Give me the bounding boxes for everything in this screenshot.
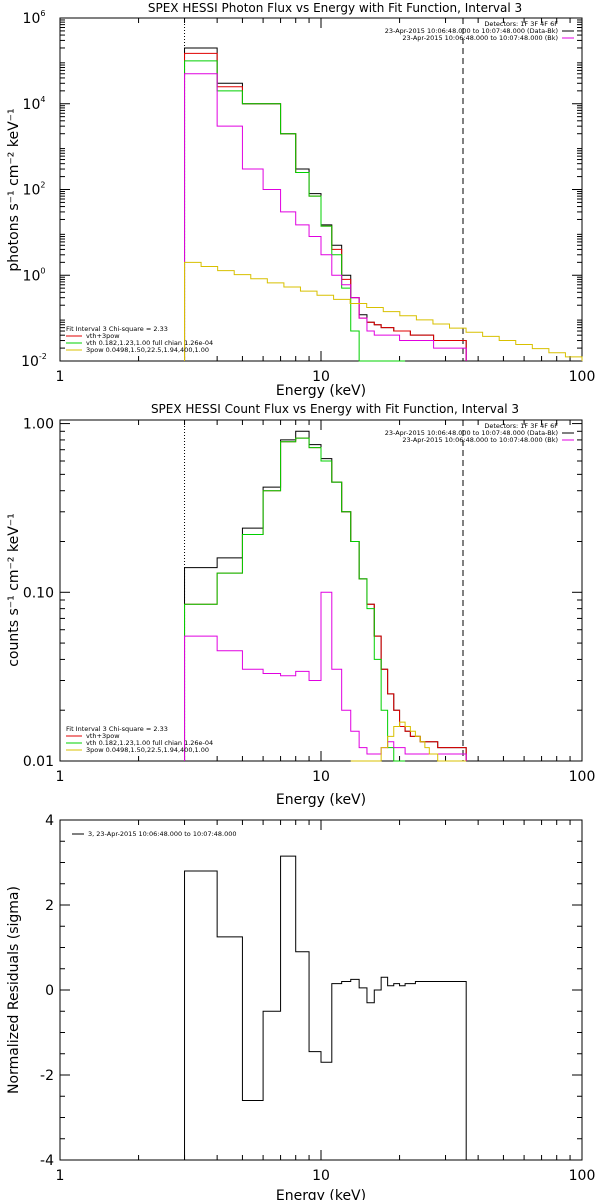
series-line-3	[184, 73, 467, 361]
x-tick-label: 100	[569, 369, 596, 385]
legend-entry: 3pow 0.0498,1.50,22.5,1.94,400,1.00	[86, 346, 209, 354]
residuals-panel: Energy (keV) Normalized Residuals (sigma…	[6, 813, 595, 1200]
legend-entry: 23-Apr-2015 10:06:48.000 to 10:07:48.000…	[402, 436, 558, 444]
y-axis-label: counts s⁻¹ cm⁻² keV⁻¹	[6, 513, 22, 667]
legend-entry: Detectors: 1F 3F 4F 6F	[484, 20, 558, 28]
x-tick-label: 10	[312, 369, 330, 385]
y-tick-label: 100	[23, 266, 46, 284]
legend-entry: 23-Apr-2015 10:06:48.000 to 10:07:48.000…	[385, 27, 558, 35]
photon-flux-panel: SPEX HESSI Photon Flux vs Energy with Fi…	[6, 1, 595, 399]
series-line-3	[184, 591, 467, 761]
x-tick-label: 100	[569, 1168, 596, 1184]
series-line-0	[184, 855, 467, 1160]
plot-frame	[59, 419, 583, 762]
legend-entry: 3, 23-Apr-2015 10:06:48.000 to 10:07:48.…	[88, 830, 237, 838]
legend-entry: Fit Interval 3 Chi-square = 2.33	[66, 725, 168, 733]
series-line-1	[184, 52, 467, 361]
y-tick-label: 2	[45, 898, 54, 914]
series-line-4	[184, 261, 583, 361]
legend-entry: 23-Apr-2015 10:06:48.000 to 10:07:48.000…	[385, 429, 558, 437]
y-tick-label: 104	[23, 95, 46, 113]
x-axis-label: Energy (keV)	[276, 383, 366, 399]
series-line-0	[184, 430, 467, 761]
series-line-0	[184, 47, 467, 361]
plot-frame	[59, 17, 583, 362]
legend-entry: vth 0.182,1.23,1.00 full chian 1.26e-04	[86, 739, 213, 747]
legend-entry: vth+3pow	[86, 732, 120, 740]
plot-frame	[59, 819, 583, 1161]
chart-title: SPEX HESSI Photon Flux vs Energy with Fi…	[148, 1, 522, 15]
legend-entry: vth 0.182,1.23,1.00 full chian 1.26e-04	[86, 339, 213, 347]
legend-entry: Fit Interval 3 Chi-square = 2.33	[66, 325, 168, 333]
y-tick-label: 0.10	[23, 585, 54, 601]
y-tick-label: 4	[45, 813, 54, 829]
y-tick-label: 1.00	[23, 417, 54, 433]
x-tick-label: 100	[569, 769, 596, 785]
series-line-4	[350, 721, 467, 762]
legend-entry: 23-Apr-2015 10:06:48.000 to 10:07:48.000…	[402, 34, 558, 42]
chart-title: SPEX HESSI Count Flux vs Energy with Fit…	[151, 402, 519, 416]
y-tick-label: 106	[23, 9, 46, 27]
legend-entry: 3pow 0.0498,1.50,22.5,1.94,400,1.00	[86, 746, 209, 754]
x-tick-label: 10	[312, 769, 330, 785]
y-tick-label: 0	[45, 983, 54, 999]
y-axis-label: Normalized Residuals (sigma)	[6, 886, 22, 1094]
count-flux-panel: SPEX HESSI Count Flux vs Energy with Fit…	[6, 402, 595, 808]
x-tick-label: 1	[56, 1168, 65, 1184]
legend-entry: Detectors: 1F 3F 4F 6F	[484, 422, 558, 430]
x-tick-label: 1	[56, 769, 65, 785]
legend-entry: vth+3pow	[86, 332, 120, 340]
series-line-2	[184, 437, 406, 762]
y-tick-label: 10-2	[21, 352, 47, 370]
y-tick-label: -2	[40, 1068, 54, 1084]
y-tick-label: 0.01	[23, 754, 54, 770]
x-tick-label: 10	[312, 1168, 330, 1184]
x-axis-label: Energy (keV)	[276, 1188, 366, 1200]
y-axis-label: photons s⁻¹ cm⁻² keV⁻¹	[6, 108, 22, 271]
series-line-1	[184, 437, 467, 761]
x-axis-label: Energy (keV)	[276, 792, 366, 808]
series-line-2	[184, 60, 406, 362]
y-tick-label: -4	[40, 1153, 54, 1169]
y-tick-label: 102	[23, 181, 46, 199]
x-tick-label: 1	[56, 369, 65, 385]
